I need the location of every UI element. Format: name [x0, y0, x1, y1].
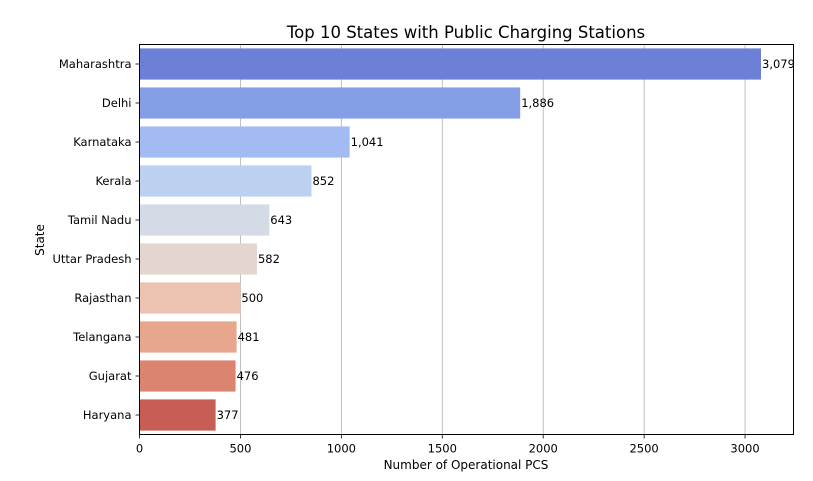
bar-value-label: 377 — [217, 408, 239, 422]
bar — [139, 165, 312, 197]
y-tick-label: Haryana — [83, 408, 132, 422]
y-tick-label: Uttar Pradesh — [52, 252, 131, 266]
bar — [139, 204, 270, 236]
value-labels: 3,079 1,886 1,041 852 643 582 500 481 476 377 — [217, 57, 795, 422]
bar-value-label: 476 — [237, 369, 259, 383]
bar — [139, 399, 216, 431]
bar-value-label: 481 — [238, 330, 260, 344]
x-axis-ticks: 0 500 1000 1500 2000 2500 3000 — [136, 434, 760, 456]
x-tick-label: 2000 — [529, 442, 558, 456]
bar — [139, 321, 237, 353]
bar — [139, 243, 257, 275]
bar — [139, 87, 521, 119]
x-tick-label: 3000 — [730, 442, 759, 456]
bar-value-label: 582 — [258, 252, 280, 266]
y-axis-ticks: Maharashtra Delhi Karnataka Kerala Tamil Nad… — [52, 57, 140, 422]
bar-value-label: 500 — [241, 291, 263, 305]
x-axis-label: Number of Operational PCS — [384, 458, 549, 472]
bar-value-label: 643 — [270, 213, 292, 227]
y-tick-label: Tamil Nadu — [67, 213, 132, 227]
bar-value-label: 852 — [312, 174, 334, 188]
plot-frame — [139, 44, 794, 435]
y-tick-label: Kerala — [95, 174, 131, 188]
y-axis-label: State — [33, 224, 47, 256]
bar — [139, 360, 236, 392]
bar — [139, 282, 241, 314]
bar — [139, 126, 350, 158]
bar-value-label: 1,041 — [351, 135, 384, 149]
y-tick-label: Telangana — [72, 330, 131, 344]
bar — [139, 48, 762, 80]
y-tick-label: Karnataka — [73, 135, 131, 149]
y-tick-label: Gujarat — [89, 369, 132, 383]
x-tick-label: 500 — [229, 442, 251, 456]
y-tick-label: Maharashtra — [59, 57, 132, 71]
bar-value-label: 3,079 — [762, 57, 795, 71]
x-tick-label: 1500 — [428, 442, 457, 456]
y-tick-label: Rajasthan — [74, 291, 131, 305]
x-tick-label: 0 — [136, 442, 143, 456]
y-tick-label: Delhi — [102, 96, 132, 110]
bar-value-label: 1,886 — [521, 96, 554, 110]
x-tick-label: 2500 — [629, 442, 658, 456]
chart-title: Top 10 States with Public Charging Stati… — [286, 23, 645, 42]
x-tick-label: 1000 — [327, 442, 356, 456]
bars — [139, 48, 762, 431]
